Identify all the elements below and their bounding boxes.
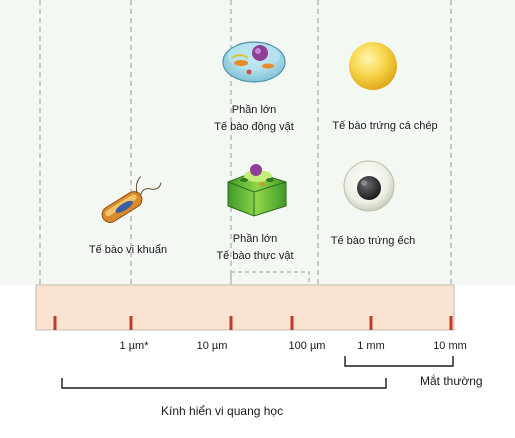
tick-label-10um: 10 µm (196, 340, 228, 352)
tick-label-1mm: 1 mm (357, 340, 385, 352)
bacteria-icon (101, 176, 162, 223)
tick-label-100um: 100 µm (288, 340, 326, 352)
tick-label-1um: 1 µm* (119, 340, 149, 352)
guide-lines (39, 0, 452, 285)
scale-band (35, 284, 455, 331)
plant-label-line1: Phần lớn (232, 233, 278, 245)
plant-label-line2: Tế bào thực vật (216, 250, 294, 262)
light-microscope-label: Kính hiển vi quang học (161, 404, 284, 418)
animal-label-line2: Tế bào động vật (214, 121, 294, 133)
animal-cell-icon (222, 41, 286, 83)
naked-eye-bracket (344, 356, 454, 367)
scale-ticks (53, 316, 453, 330)
naked-eye-label: Mắt thường (420, 374, 483, 388)
animal-label-line1: Phần lớn (231, 104, 277, 116)
carp-egg-label: Tế bào trứng cá chép (332, 120, 438, 132)
bacteria-label: Tế bào vi khuẩn (88, 244, 168, 256)
tick-label-10mm: 10 mm (433, 340, 467, 352)
plant-cell-icon (227, 164, 287, 217)
carp-egg-icon (349, 42, 397, 90)
light-microscope-bracket (61, 378, 387, 389)
frog-egg-icon (343, 160, 395, 212)
frog-egg-label: Tế bào trứng ếch (330, 235, 416, 247)
